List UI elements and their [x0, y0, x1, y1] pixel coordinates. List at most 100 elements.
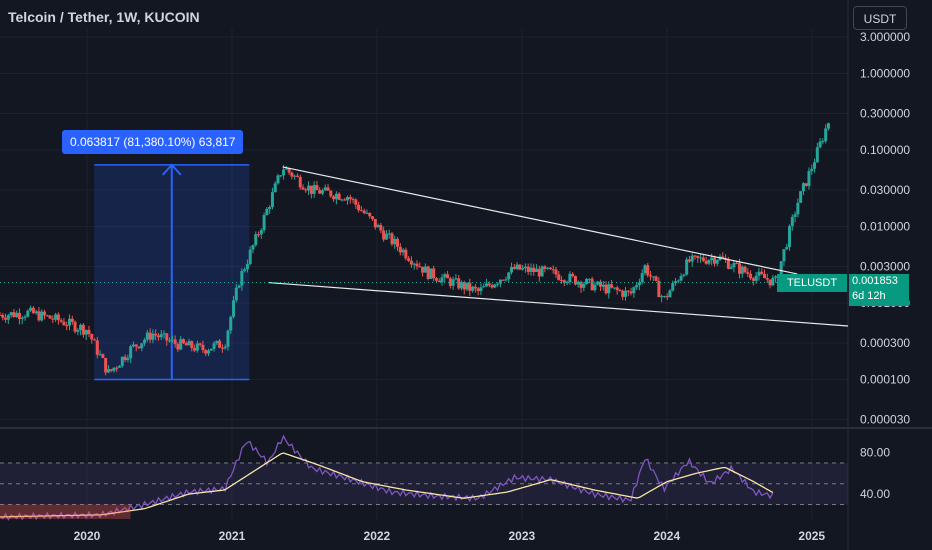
candle-body — [307, 185, 311, 191]
candle-body — [95, 340, 99, 355]
candle-body — [368, 212, 372, 217]
candle-body — [268, 207, 272, 209]
candle-body — [459, 282, 463, 289]
candle-body — [151, 333, 155, 340]
candle-body — [226, 330, 230, 347]
candle-body — [529, 267, 533, 272]
candle-body — [479, 287, 483, 292]
candle-body — [23, 316, 27, 318]
candle-body — [535, 268, 539, 273]
candle-body — [409, 260, 413, 265]
candle-body — [70, 318, 74, 322]
chart-title: Telcoin / Tether, 1W, KUCOIN — [8, 9, 200, 25]
candle-body — [810, 168, 814, 171]
candle-body — [90, 334, 94, 340]
candle-body — [796, 202, 800, 215]
candle-body — [735, 263, 739, 265]
candle-body — [429, 268, 433, 279]
candle-body — [487, 283, 491, 286]
candle-body — [106, 369, 110, 373]
candle-body — [560, 279, 564, 281]
candle-body — [309, 185, 313, 194]
candle-body — [626, 290, 630, 292]
candle-body — [482, 286, 486, 288]
candle-body — [382, 230, 386, 240]
currency-button[interactable]: USDT — [853, 6, 907, 30]
candle-body — [379, 225, 383, 231]
candle-body — [596, 281, 600, 285]
candle-body — [371, 216, 375, 219]
candle-body — [707, 260, 711, 264]
candle-body — [131, 344, 135, 347]
candle-body — [351, 199, 355, 201]
candle-body — [42, 311, 46, 316]
candle-body — [640, 273, 644, 283]
candle-body — [682, 274, 686, 276]
candle-body — [598, 281, 602, 287]
candle-body — [632, 287, 636, 294]
candle-body — [159, 334, 163, 338]
candle-body — [451, 279, 455, 286]
price-tick-label: 0.300000 — [860, 107, 910, 121]
axes-labels: 3.000000 1.000000 0.300000 0.100000 0.030000… — [74, 30, 911, 543]
candle-body — [687, 259, 691, 262]
candle-body — [532, 267, 536, 273]
price-tick-label: 0.000100 — [860, 373, 910, 387]
candle-body — [284, 168, 288, 170]
candle-body — [362, 210, 366, 214]
candle-body — [396, 238, 400, 247]
time-tick-label: 2021 — [219, 529, 246, 543]
measure-arrow-head — [162, 163, 182, 176]
candle-body — [593, 284, 597, 291]
candle-body — [515, 264, 519, 269]
candle-body — [604, 284, 608, 294]
candle-body — [62, 321, 66, 326]
candle-body — [115, 367, 119, 369]
candle-body — [398, 246, 402, 253]
rsi-tick-label: 80.00 — [860, 446, 890, 460]
candle-body — [0, 314, 2, 316]
candle-body — [582, 283, 586, 288]
candle-body — [473, 286, 477, 289]
candle-body — [788, 226, 792, 248]
candle-body — [45, 315, 49, 317]
candle-body — [4, 317, 8, 320]
candle-body — [84, 329, 88, 335]
candle-body — [457, 278, 461, 289]
rsi-tick-label: 40.00 — [860, 487, 890, 501]
candle-body — [629, 291, 633, 294]
candle-body — [120, 356, 124, 366]
candle-body — [476, 288, 480, 292]
candle-body — [298, 176, 302, 188]
candle-body — [248, 249, 252, 264]
symbol-price-tag: TELUSDT — [777, 274, 847, 292]
candle-body — [624, 290, 628, 297]
candle-body — [209, 348, 213, 351]
candle-body — [26, 310, 30, 317]
trendlines[interactable] — [268, 166, 849, 327]
candle-body — [601, 284, 605, 287]
lower-trendline — [268, 281, 849, 327]
bar-countdown: 6d 12h — [852, 290, 886, 302]
candle-body — [287, 168, 291, 173]
candle-body — [59, 320, 63, 322]
candle-body — [462, 282, 466, 290]
candle-body — [612, 287, 616, 289]
candle-body — [665, 296, 669, 298]
candle-body — [674, 281, 678, 284]
candle-body — [220, 347, 224, 349]
candle-body — [270, 192, 274, 208]
candle-body — [448, 278, 452, 286]
measure-tool[interactable] — [94, 163, 250, 381]
candle-body — [737, 263, 741, 274]
candle-body — [218, 340, 222, 348]
candle-body — [565, 282, 569, 284]
candle-body — [554, 269, 558, 275]
candle-body — [87, 329, 91, 335]
price-tick-label: 0.100000 — [860, 143, 910, 157]
candle-body — [304, 189, 308, 191]
candle-body — [765, 278, 769, 280]
candle-body — [229, 316, 233, 331]
candle-body — [137, 346, 141, 349]
